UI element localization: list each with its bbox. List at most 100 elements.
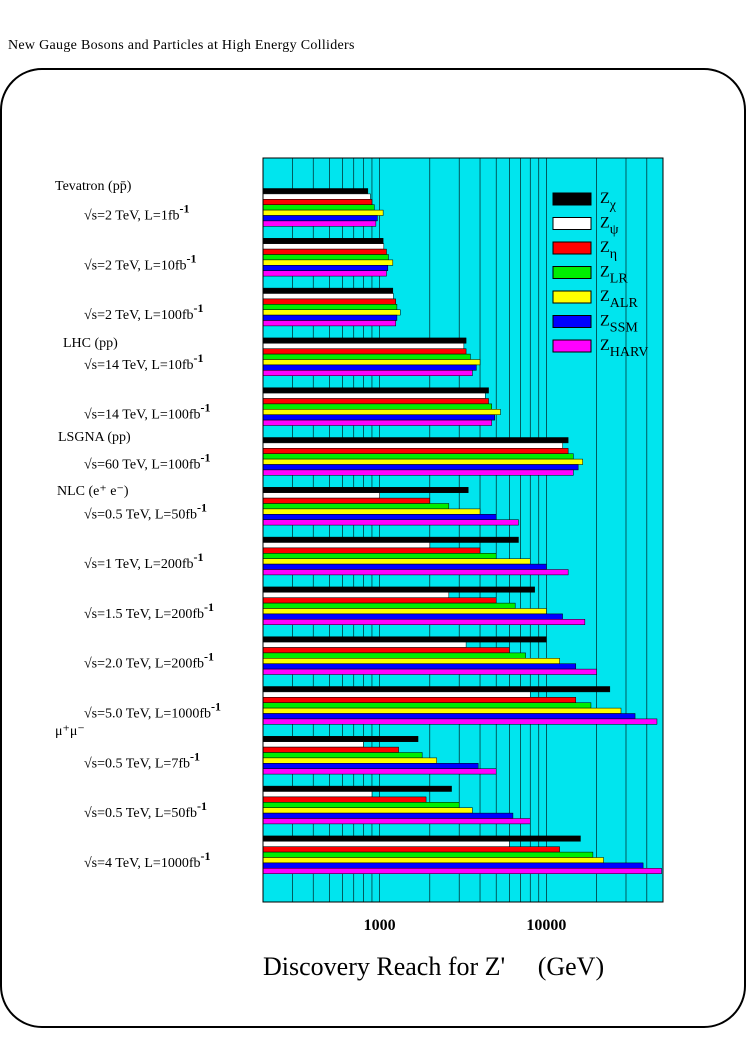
bar-g3-r1-lr <box>262 553 497 559</box>
bar-g3-r4-harv <box>262 718 658 725</box>
bar-g4-r1-alr <box>262 807 473 814</box>
bar-g3-r4-lr <box>262 702 592 709</box>
bar-g0-r1-χ <box>262 238 384 244</box>
row-label-g3-r1: √s=1 TeV, L=200fb-1 <box>84 550 203 572</box>
bar-g0-r1-η <box>262 248 387 255</box>
bar-g0-r2-harv <box>262 320 397 327</box>
bar-g3-r1-alr <box>262 558 531 565</box>
bar-g3-r2-lr <box>262 602 516 609</box>
bar-g3-r0-ssm <box>262 514 497 520</box>
bar-g3-r0-alr <box>262 508 481 515</box>
plot-border <box>262 157 664 903</box>
bar-g4-r0-alr <box>262 757 437 764</box>
bar-g4-r0-harv <box>262 768 497 775</box>
row-label-g3-r3: √s=2.0 TeV, L=200fb-1 <box>84 650 214 672</box>
bar-g1-r1-ψ <box>262 392 486 399</box>
bar-g0-r1-alr <box>262 259 394 266</box>
bar-g0-r0-η <box>262 199 373 205</box>
bar-g1-r0-ssm <box>262 364 477 371</box>
legend-label-χ: Zχ <box>600 190 617 213</box>
legend-swatch-ssm <box>552 315 592 328</box>
page-frame <box>0 68 746 1028</box>
bar-g4-r0-χ <box>262 736 419 742</box>
bar-g0-r1-ssm <box>262 265 389 271</box>
bar-g4-r2-ssm <box>262 862 644 869</box>
bar-g1-r1-alr <box>262 409 501 415</box>
legend-label-η: Zη <box>600 239 617 262</box>
bar-g0-r0-harv <box>262 220 377 227</box>
bars <box>262 188 662 874</box>
row-label-g3-r2: √s=1.5 TeV, L=200fb-1 <box>84 600 214 622</box>
legend-swatch-alr <box>552 290 592 304</box>
legend-swatch-harv <box>552 339 592 353</box>
bar-g4-r2-η <box>262 846 560 853</box>
bar-g3-r1-ssm <box>262 563 547 570</box>
bar-g1-r1-lr <box>262 403 492 410</box>
legend-label-harv: ZHARV <box>600 337 648 360</box>
bar-g3-r2-ssm <box>262 613 563 620</box>
bar-g1-r1-ssm <box>262 414 495 421</box>
bar-g4-r0-ψ <box>262 741 364 748</box>
legend-label-ssm: ZSSM <box>600 313 638 336</box>
bar-g4-r1-η <box>262 796 427 803</box>
x-tick-10000: 10000 <box>526 917 566 934</box>
bar-g3-r0-χ <box>262 487 469 493</box>
bar-g0-r1-harv <box>262 270 387 277</box>
row-label-g1-r1: √s=14 TeV, L=100fb-1 <box>84 401 210 423</box>
row-label-g4-r0: √s=0.5 TeV, L=7fb-1 <box>84 749 200 771</box>
bar-g2-r0-lr <box>262 453 574 460</box>
bar-g4-r0-lr <box>262 752 423 759</box>
bar-g1-r1-η <box>262 398 489 405</box>
row-label-g2-r0: √s=60 TeV, L=100fb-1 <box>84 451 210 473</box>
bar-g0-r2-χ <box>262 287 394 294</box>
bar-g4-r0-ssm <box>262 763 479 769</box>
bar-g0-r0-ψ <box>262 193 371 200</box>
bar-g3-r1-χ <box>262 536 519 543</box>
bar-g3-r4-ssm <box>262 713 636 720</box>
bar-g3-r1-ψ <box>262 542 431 549</box>
bar-g4-r1-χ <box>262 785 452 792</box>
bar-g3-r1-η <box>262 547 481 554</box>
bar-g2-r0-η <box>262 448 569 454</box>
legend-label-alr: ZALR <box>600 288 638 311</box>
x-tick-1000: 1000 <box>364 917 396 934</box>
bar-g3-r2-η <box>262 597 497 604</box>
bar-g1-r0-harv <box>262 370 473 376</box>
bar-g4-r1-ssm <box>262 812 514 819</box>
group-label-2: LSGNA (pp) <box>58 430 131 445</box>
bar-g2-r0-ψ <box>262 442 563 449</box>
bar-g2-r0-ssm <box>262 464 579 471</box>
page-header: New Gauge Bosons and Particles at High E… <box>8 38 355 53</box>
bar-g0-r2-alr <box>262 309 401 316</box>
legend-label-lr: ZLR <box>600 264 628 287</box>
bar-g0-r2-lr <box>262 304 398 310</box>
bar-g3-r4-ψ <box>262 691 531 698</box>
bar-g0-r1-ψ <box>262 243 385 250</box>
bar-g3-r0-ψ <box>262 492 380 499</box>
bar-g1-r0-ψ <box>262 343 465 349</box>
bar-g1-r0-lr <box>262 353 471 360</box>
bar-g4-r1-harv <box>262 818 531 825</box>
bar-g3-r3-η <box>262 647 510 654</box>
bar-g4-r1-lr <box>262 802 460 808</box>
grid-lines <box>292 158 648 902</box>
row-label-g1-r0: √s=14 TeV, L=10fb-1 <box>84 351 203 373</box>
bar-g2-r0-alr <box>262 458 583 465</box>
bar-g0-r0-χ <box>262 188 369 195</box>
bar-g0-r0-lr <box>262 204 375 211</box>
row-label-g4-r2: √s=4 TeV, L=1000fb-1 <box>84 849 210 871</box>
row-label-g0-r2: √s=2 TeV, L=100fb-1 <box>84 301 203 323</box>
bar-g0-r1-lr <box>262 254 389 261</box>
bar-g3-r1-harv <box>262 569 569 576</box>
bar-g3-r3-lr <box>262 652 526 659</box>
bar-g3-r2-alr <box>262 608 547 615</box>
row-label-g3-r0: √s=0.5 TeV, L=50fb-1 <box>84 500 207 522</box>
bar-g3-r3-alr <box>262 658 560 664</box>
x-axis-label: Discovery Reach for Z' (GeV) <box>263 952 604 981</box>
bar-g3-r2-ψ <box>262 592 450 598</box>
bar-g3-r3-χ <box>262 636 547 643</box>
bar-g4-r0-η <box>262 746 399 753</box>
legend-swatch-η <box>552 241 592 255</box>
bar-g4-r2-alr <box>262 857 604 864</box>
